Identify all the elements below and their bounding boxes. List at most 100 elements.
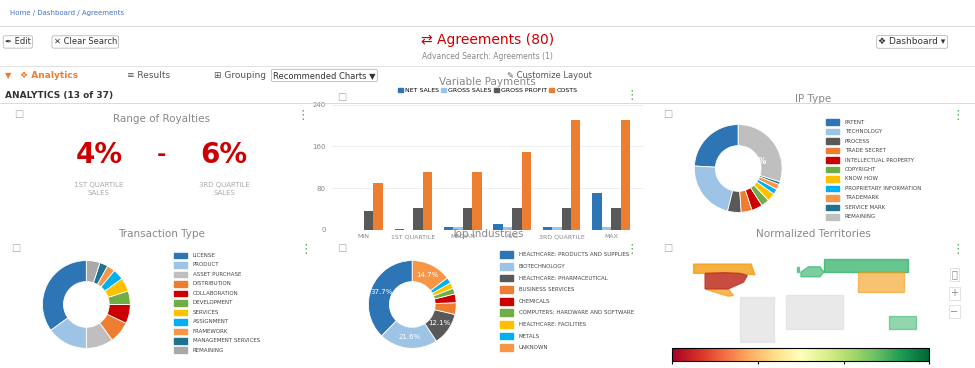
Bar xyxy=(552,227,562,230)
Bar xyxy=(493,224,503,230)
Text: COLLABORATION: COLLABORATION xyxy=(193,291,239,296)
Text: UNKNOWN: UNKNOWN xyxy=(519,345,549,350)
Text: ❖ Analytics: ❖ Analytics xyxy=(20,71,78,80)
Text: 6%: 6% xyxy=(201,141,248,169)
Text: INTELLECTUAL PROPERTY: INTELLECTUAL PROPERTY xyxy=(844,158,914,163)
Text: Range of Royalties: Range of Royalties xyxy=(113,114,210,124)
Text: PRODUCT: PRODUCT xyxy=(193,262,219,268)
Text: □: □ xyxy=(11,243,20,253)
Bar xyxy=(500,344,513,351)
Text: TRADEMARK: TRADEMARK xyxy=(844,195,878,201)
Text: HEALTHCARE: PRODUCTS AND SUPPLIES: HEALTHCARE: PRODUCTS AND SUPPLIES xyxy=(519,252,629,258)
Text: ⊞ Grouping: ⊞ Grouping xyxy=(214,71,266,80)
Text: ❖ Dashboard ▾: ❖ Dashboard ▾ xyxy=(878,38,946,46)
Text: DISTRIBUTION: DISTRIBUTION xyxy=(193,282,232,286)
Bar xyxy=(620,120,630,230)
Bar xyxy=(826,119,838,125)
Bar xyxy=(463,208,472,230)
Text: PROPRIETARY INFORMATION: PROPRIETARY INFORMATION xyxy=(844,186,921,191)
Text: CHEMICALS: CHEMICALS xyxy=(519,299,550,304)
Bar xyxy=(175,347,186,353)
Text: □: □ xyxy=(663,109,672,118)
Text: ✎ Customize Layout: ✎ Customize Layout xyxy=(507,71,592,80)
Bar xyxy=(500,263,513,270)
Text: TRADE SECRET: TRADE SECRET xyxy=(844,148,885,153)
Text: PATENT: PATENT xyxy=(844,120,865,125)
Bar xyxy=(500,321,513,328)
Bar xyxy=(175,319,186,325)
Bar xyxy=(826,195,838,201)
Text: ⤢: ⤢ xyxy=(952,269,957,280)
Text: Recommended Charts ▼: Recommended Charts ▼ xyxy=(273,71,375,80)
Bar xyxy=(826,138,838,144)
Text: ⋮: ⋮ xyxy=(952,243,964,256)
Bar xyxy=(472,173,482,230)
Text: ANALYTICS (13 of 37): ANALYTICS (13 of 37) xyxy=(5,91,113,100)
Text: □: □ xyxy=(337,92,346,102)
Text: 4%: 4% xyxy=(75,141,123,169)
Text: ⋮: ⋮ xyxy=(296,109,309,121)
Text: SERVICE MARK: SERVICE MARK xyxy=(844,205,885,210)
Bar xyxy=(175,291,186,296)
Text: FRAMEWORK: FRAMEWORK xyxy=(193,329,228,334)
Text: PROCESS: PROCESS xyxy=(844,138,870,144)
Bar xyxy=(522,152,531,230)
Text: ▼: ▼ xyxy=(5,71,12,80)
Text: HEALTHCARE: FACILITIES: HEALTHCARE: FACILITIES xyxy=(519,322,586,327)
Bar xyxy=(373,183,382,230)
Bar xyxy=(611,208,620,230)
Bar xyxy=(500,309,513,316)
Text: METALS: METALS xyxy=(519,334,540,339)
Bar xyxy=(444,227,453,230)
Bar xyxy=(175,300,186,306)
Title: Transaction Type: Transaction Type xyxy=(118,229,205,239)
Bar xyxy=(175,272,186,277)
Title: Top Industries: Top Industries xyxy=(451,229,524,239)
Bar xyxy=(500,251,513,258)
Bar xyxy=(593,193,602,230)
Text: ⋮: ⋮ xyxy=(299,243,312,256)
Bar xyxy=(500,275,513,282)
Text: ⋮: ⋮ xyxy=(952,109,964,121)
Text: COMPUTERS: HARDWARE AND SOFTWARE: COMPUTERS: HARDWARE AND SOFTWARE xyxy=(519,311,634,315)
Text: MANAGEMENT SERVICES: MANAGEMENT SERVICES xyxy=(193,338,260,343)
Title: Normalized Territories: Normalized Territories xyxy=(756,229,871,239)
Bar xyxy=(562,208,571,230)
Text: BUSINESS SERVICES: BUSINESS SERVICES xyxy=(519,287,574,292)
Bar xyxy=(175,338,186,344)
Title: Variable Payments: Variable Payments xyxy=(439,77,536,88)
Text: TECHNOLOGY: TECHNOLOGY xyxy=(844,129,882,134)
Text: ASSIGNMENT: ASSIGNMENT xyxy=(193,319,229,324)
Bar xyxy=(364,212,373,230)
Bar xyxy=(826,176,838,182)
Text: −: − xyxy=(951,307,958,317)
Text: Home / Dashboard / Agreements: Home / Dashboard / Agreements xyxy=(10,10,124,16)
Bar xyxy=(826,214,838,220)
Text: HEALTHCARE: PHARMACEUTICAL: HEALTHCARE: PHARMACEUTICAL xyxy=(519,276,607,281)
Text: ⋮: ⋮ xyxy=(625,243,638,256)
Bar xyxy=(826,205,838,210)
Bar xyxy=(503,227,512,230)
Text: ⋮: ⋮ xyxy=(625,89,638,102)
Text: COPYRIGHT: COPYRIGHT xyxy=(844,167,877,172)
Text: REMAINING: REMAINING xyxy=(844,215,876,219)
Bar xyxy=(826,157,838,163)
Bar xyxy=(826,129,838,134)
Text: ✕ Clear Search: ✕ Clear Search xyxy=(54,38,117,46)
Bar xyxy=(175,281,186,287)
Text: ≡ Results: ≡ Results xyxy=(127,71,170,80)
Bar xyxy=(571,120,580,230)
Bar xyxy=(500,286,513,293)
Text: □: □ xyxy=(663,243,672,253)
Text: □: □ xyxy=(15,109,23,118)
Bar xyxy=(512,208,522,230)
Text: 3RD QUARTILE
SALES: 3RD QUARTILE SALES xyxy=(199,182,250,196)
Text: □: □ xyxy=(337,243,346,253)
Bar xyxy=(543,227,552,230)
Title: IP Type: IP Type xyxy=(796,94,832,104)
Text: ⇄ Agreements (80): ⇄ Agreements (80) xyxy=(421,33,554,47)
Text: SERVICES: SERVICES xyxy=(193,310,219,315)
Legend: NET SALES, GROSS SALES, GROSS PROFIT, COSTS: NET SALES, GROSS SALES, GROSS PROFIT, CO… xyxy=(395,85,580,96)
Text: REMAINING: REMAINING xyxy=(193,348,224,353)
Bar xyxy=(175,262,186,268)
